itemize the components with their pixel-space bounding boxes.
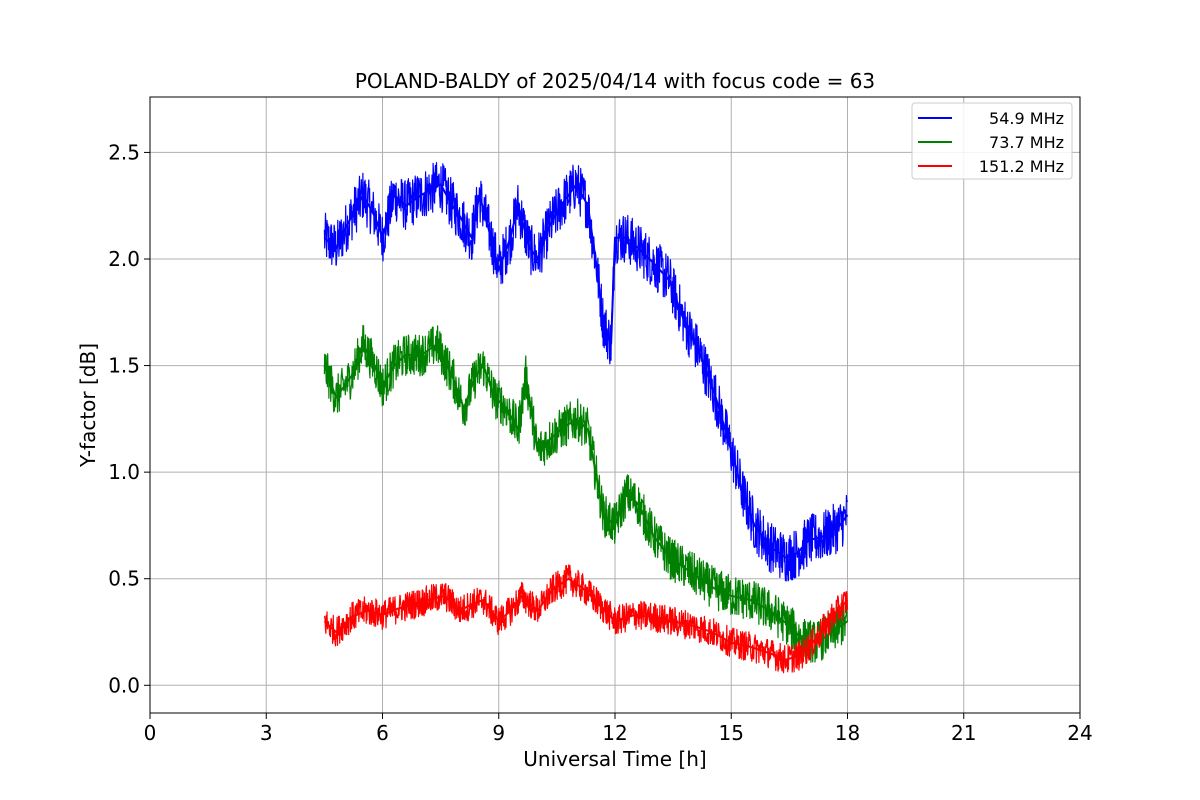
x-tick-label: 12: [602, 721, 627, 745]
series-151-2-mhz: [323, 564, 849, 674]
chart-title: POLAND-BALDY of 2025/04/14 with focus co…: [355, 69, 875, 93]
x-tick-label: 24: [1067, 721, 1092, 745]
y-tick-label: 0.5: [108, 567, 140, 591]
y-tick-label: 1.0: [108, 460, 140, 484]
y-tick-label: 2.0: [108, 247, 140, 271]
x-tick-label: 3: [260, 721, 273, 745]
x-tick-label: 21: [951, 721, 976, 745]
series-signal-line: [323, 324, 849, 663]
y-tick-label: 1.5: [108, 354, 140, 378]
legend-label: 54.9 MHz: [989, 109, 1064, 128]
series-trend-line: [323, 182, 849, 559]
series-trend-line: [323, 577, 849, 661]
ticks: 0 3 6 9 12 15 18 21 24 0.0 0.5 1.0 1.5 2.0 2.5: [108, 140, 1093, 745]
series-signal-line: [323, 564, 849, 674]
x-tick-label: 6: [376, 721, 389, 745]
legend-label: 73.7 MHz: [989, 133, 1064, 152]
x-tick-label: 9: [492, 721, 505, 745]
x-tick-label: 18: [835, 721, 860, 745]
legend: 54.9 MHz 73.7 MHz 151.2 MHz: [911, 102, 1073, 180]
legend-label: 151.2 MHz: [979, 157, 1064, 176]
series-layer: [323, 162, 849, 674]
x-tick-label: 15: [719, 721, 744, 745]
y-tick-label: 2.5: [108, 140, 140, 164]
series-trend-line: [323, 341, 849, 644]
y-tick-label: 0.0: [108, 673, 140, 697]
series-73-7-mhz: [323, 324, 849, 663]
x-tick-label: 0: [144, 721, 157, 745]
legend-box: [911, 102, 1073, 180]
y-axis-label: Y-factor [dB]: [76, 343, 100, 468]
series-signal-line: [323, 162, 849, 582]
x-axis-label: Universal Time [h]: [523, 747, 706, 771]
series-54-9-mhz: [323, 162, 849, 582]
